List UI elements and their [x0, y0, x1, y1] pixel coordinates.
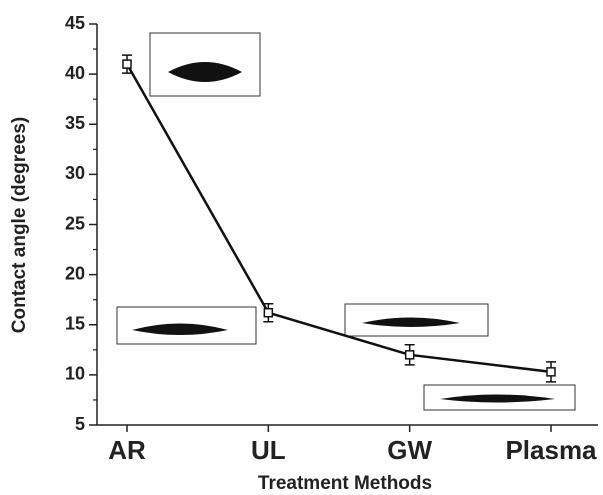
marker: [546, 367, 556, 377]
marker: [404, 350, 415, 360]
x-tick-label: AR: [108, 435, 146, 465]
y-tick-label: 35: [65, 113, 85, 133]
droplet: [168, 62, 242, 82]
marker: [122, 59, 132, 69]
droplet: [440, 394, 555, 403]
y-tick-label: 25: [65, 213, 85, 233]
droplet: [362, 317, 460, 327]
x-axis-label: Treatment Methods: [258, 473, 432, 494]
droplet: [132, 323, 228, 335]
droplet-images: [116, 32, 576, 411]
y-tick-label: 45: [65, 13, 85, 33]
y-tick-label: 40: [65, 63, 85, 83]
y-tick-label: 10: [65, 364, 85, 384]
x-tick-label: Plasma: [505, 435, 597, 465]
y-tick-label: 20: [65, 263, 85, 283]
x-tick-label: UL: [251, 435, 286, 465]
x-tick-label: GW: [387, 435, 432, 465]
y-tick-label: 5: [75, 414, 85, 434]
y-tick-label: 30: [65, 163, 85, 183]
y-tick-label: 15: [65, 314, 85, 334]
marker: [263, 307, 274, 318]
inset-ul: [116, 306, 257, 345]
line: [125, 63, 552, 374]
y-axis-label: Contact angle (degrees): [9, 117, 30, 333]
